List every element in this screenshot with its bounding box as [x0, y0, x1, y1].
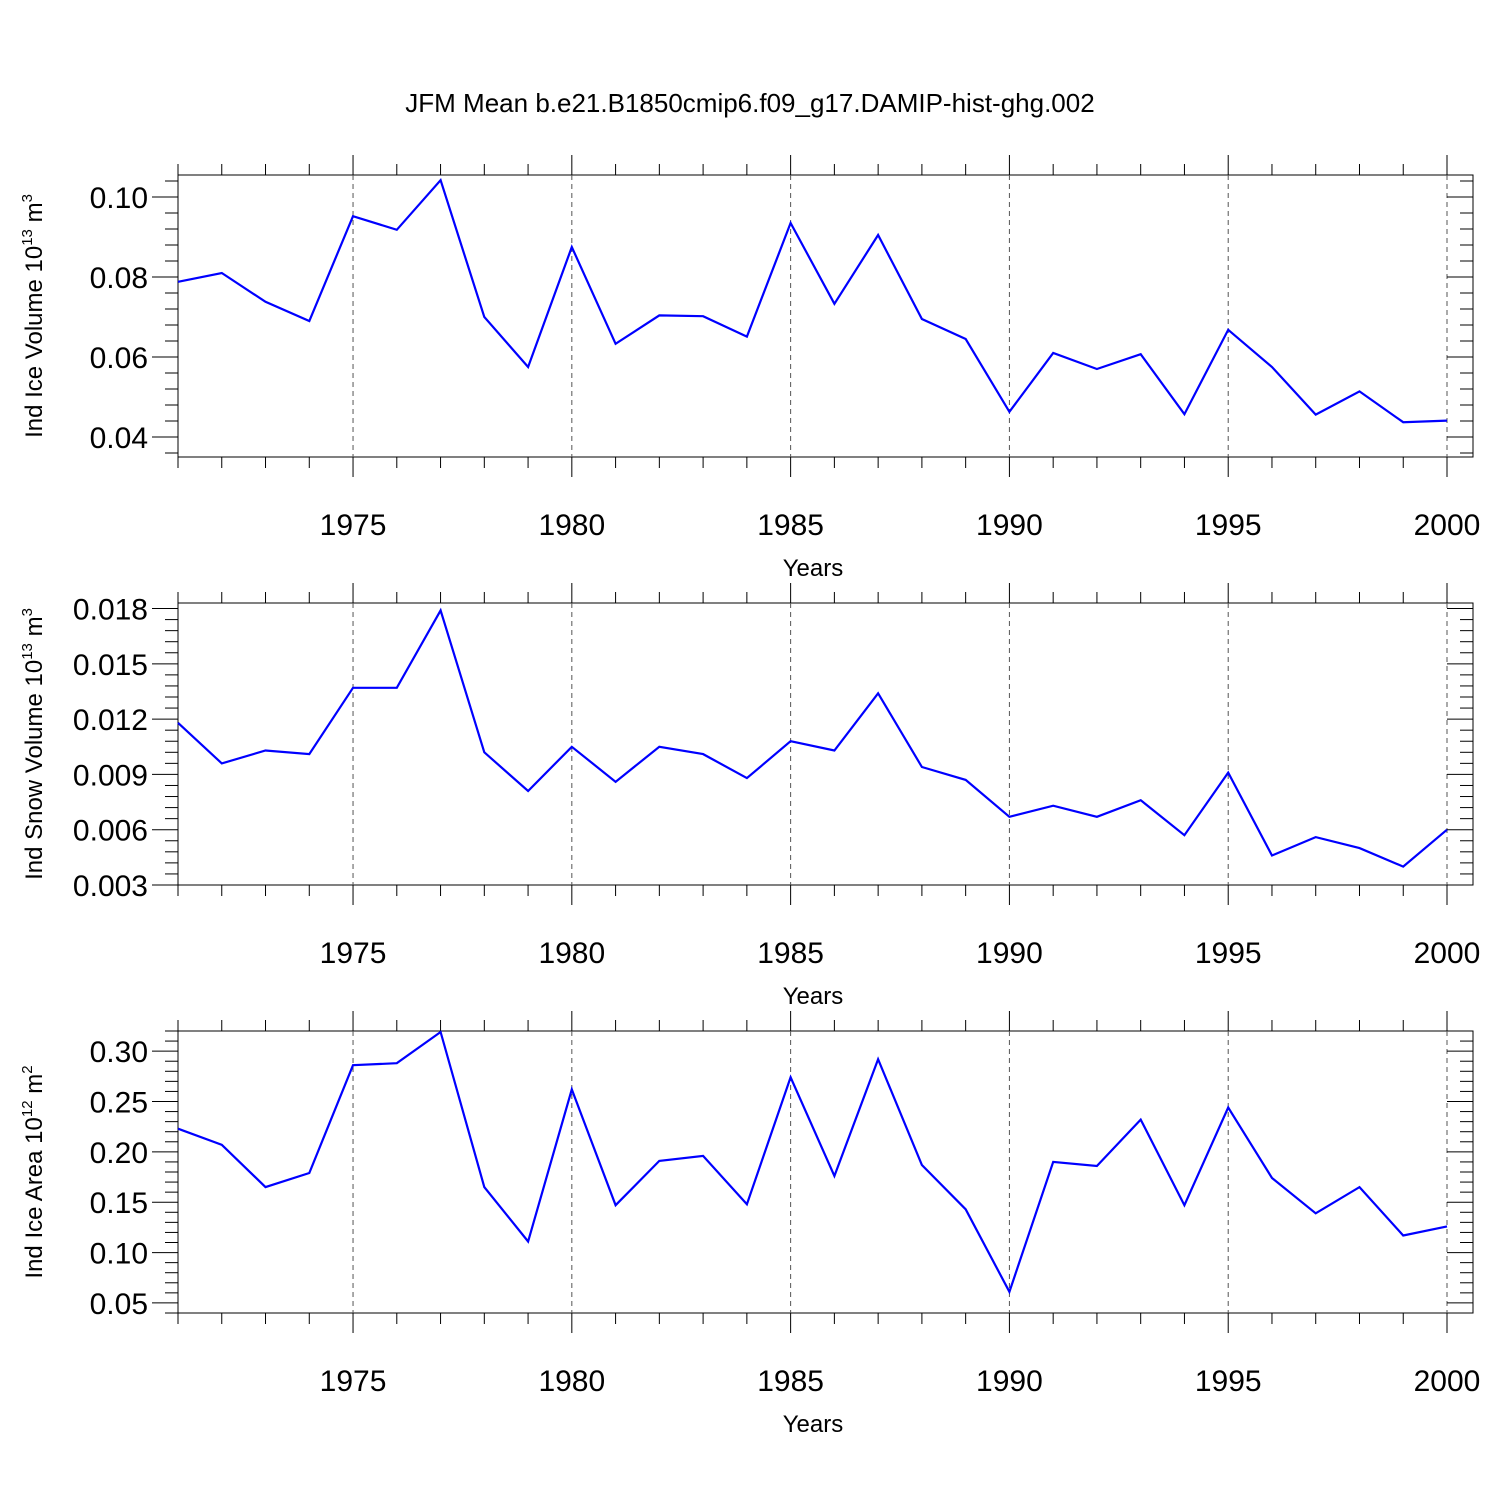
y-tick-label: 0.20: [90, 1137, 148, 1170]
chart-panel-2: 1975 1980 1985 1990 1995 2000 Years 0.003 0.006 0…: [19, 583, 1480, 1010]
y-tick-label: 0.05: [90, 1288, 148, 1321]
chart-panel-3: 1975 1980 1985 1990 1995 2000 Years 0.05 0.10 0.1…: [19, 1011, 1480, 1438]
x-axis-title: Years: [783, 1411, 844, 1438]
plot-frame: [177, 174, 1474, 458]
data-series-line: [177, 178, 1448, 424]
x-tick-label: 1980: [538, 509, 605, 542]
x-tick-label: 1975: [320, 1365, 387, 1398]
chart-title: JFM Mean b.e21.B1850cmip6.f09_g17.DAMIP-…: [405, 88, 1094, 118]
x-tick-label: 2000: [1414, 1365, 1481, 1398]
x-tick-label: 1995: [1195, 937, 1262, 970]
plot-frame: [177, 1030, 1474, 1314]
y-tick-label: 0.012: [73, 704, 148, 737]
x-axis-title: Years: [783, 983, 844, 1010]
y-tick-label: 0.006: [73, 815, 148, 848]
y-tick-label: 0.009: [73, 759, 148, 792]
chart-panel-1: 1975 1980 1985 1990 1995 2000 Years 0.04 0.06 0.0…: [19, 155, 1480, 582]
chart-panels: 1975 1980 1985 1990 1995 2000 Years 0.04 0.06 0.0…: [19, 155, 1480, 1438]
x-tick-label: 1975: [320, 937, 387, 970]
data-series-line: [177, 1030, 1448, 1295]
y-axis-title: Ind Snow Volume 1013 m3: [19, 608, 48, 880]
y-tick-label: 0.25: [90, 1087, 148, 1120]
y-tick-label: 0.30: [90, 1036, 148, 1069]
y-tick-label: 0.08: [90, 262, 148, 295]
y-tick-label: 0.15: [90, 1187, 148, 1220]
y-tick-label: 0.06: [90, 342, 148, 375]
x-tick-label: 1990: [976, 937, 1043, 970]
y-tick-label: 0.04: [90, 422, 148, 455]
x-tick-label: 2000: [1414, 937, 1481, 970]
x-tick-label: 1985: [757, 1365, 824, 1398]
x-tick-label: 1995: [1195, 509, 1262, 542]
y-tick-label: 0.10: [90, 182, 148, 215]
y-tick-label: 0.015: [73, 649, 148, 682]
y-tick-label: 0.10: [90, 1238, 148, 1271]
y-axis-title: Ind Ice Volume 1013 m3: [19, 194, 48, 438]
x-tick-label: 1990: [976, 509, 1043, 542]
y-axis-title: Ind Ice Area 1012 m2: [19, 1065, 48, 1278]
x-tick-label: 1995: [1195, 1365, 1262, 1398]
x-tick-label: 2000: [1414, 509, 1481, 542]
x-tick-label: 1990: [976, 1365, 1043, 1398]
data-series-line: [177, 607, 1448, 868]
x-tick-label: 1980: [538, 1365, 605, 1398]
x-tick-label: 1975: [320, 509, 387, 542]
y-tick-label: 0.003: [73, 870, 148, 903]
x-axis-title: Years: [783, 555, 844, 582]
plot-frame: [177, 602, 1474, 886]
x-tick-label: 1985: [757, 937, 824, 970]
y-tick-label: 0.018: [73, 594, 148, 627]
x-tick-label: 1980: [538, 937, 605, 970]
x-tick-label: 1985: [757, 509, 824, 542]
